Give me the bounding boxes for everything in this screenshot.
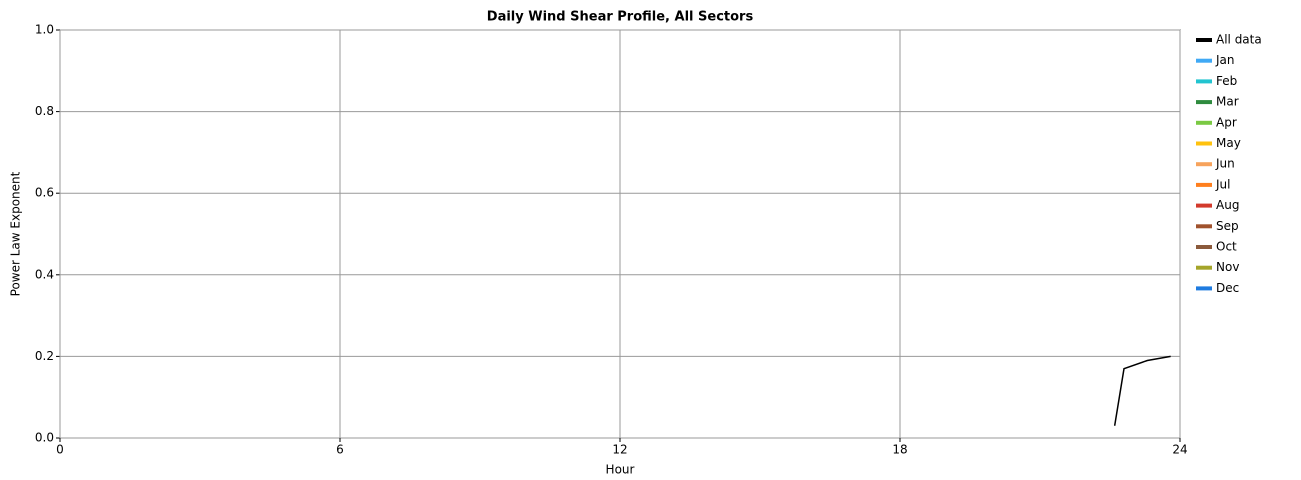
legend-label: Jun	[1215, 157, 1235, 171]
chart-title: Daily Wind Shear Profile, All Sectors	[487, 10, 754, 25]
x-tick-label: 0	[56, 443, 64, 457]
x-tick-label: 18	[892, 443, 907, 457]
y-tick-label: 0.4	[35, 267, 54, 281]
y-tick-label: 0.0	[35, 431, 54, 445]
legend-label: Mar	[1216, 95, 1239, 109]
series-line	[1113, 355, 1171, 426]
legend-label: Sep	[1216, 219, 1239, 233]
legend-label: Aug	[1216, 198, 1239, 212]
x-tick-label: 24	[1172, 443, 1187, 457]
legend-label: Feb	[1216, 74, 1237, 88]
y-tick-label: 1.0	[35, 23, 54, 37]
x-tick-label: 6	[336, 443, 344, 457]
y-axis-label: Power Law Exponent	[9, 171, 23, 296]
legend-label: Oct	[1216, 240, 1237, 254]
y-tick-label: 0.2	[35, 349, 54, 363]
x-tick-label: 12	[612, 443, 627, 457]
legend-label: Dec	[1216, 281, 1239, 295]
legend-label: Jan	[1215, 53, 1235, 67]
legend-label: All data	[1216, 33, 1262, 47]
x-axis-label: Hour	[606, 463, 635, 477]
y-tick-label: 0.8	[35, 104, 54, 118]
legend-label: Jul	[1215, 177, 1230, 191]
legend-label: Apr	[1216, 115, 1237, 129]
legend-label: May	[1216, 136, 1241, 150]
y-tick-label: 0.6	[35, 186, 54, 200]
legend-label: Nov	[1216, 260, 1239, 274]
